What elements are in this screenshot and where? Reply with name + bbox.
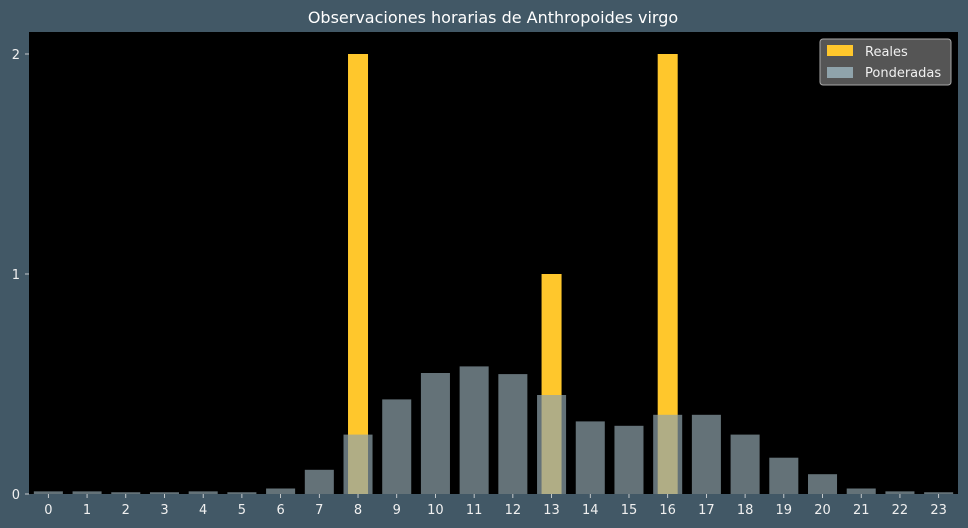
bar-ponderadas-1 [72,491,102,494]
x-tick-label: 9 [393,503,401,518]
legend-label-reales: Reales [865,45,908,60]
bar-ponderadas-19 [769,457,799,494]
x-tick-label: 2 [122,503,130,518]
x-tick-label: 14 [582,503,599,518]
bar-ponderadas-21 [846,488,876,494]
y-tick-label: 1 [12,268,20,283]
x-tick-label: 0 [44,503,52,518]
bar-ponderadas-11 [459,366,489,494]
bar-ponderadas-12 [498,374,528,494]
bar-reales-16 [657,54,678,494]
bar-ponderadas-15 [614,425,644,494]
x-tick-label: 7 [315,503,323,518]
y-axis: 0 1 2 [12,48,29,503]
plot-area [29,32,958,494]
x-tick-label: 1 [83,503,91,518]
chart-title: Observaciones horarias de Anthropoides v… [308,8,678,27]
bar-ponderadas-23 [924,492,954,494]
series-ponderadas [33,366,954,494]
bar-ponderadas-6 [266,488,296,494]
bar-ponderadas-22 [885,491,915,494]
x-tick-label: 20 [814,503,831,518]
bar-ponderadas-10 [420,373,450,494]
x-tick-label: 11 [466,503,483,518]
x-tick-label: 19 [776,503,793,518]
x-tick-label: 13 [543,503,560,518]
bar-ponderadas-9 [382,399,412,494]
bar-ponderadas-7 [304,469,334,494]
bar-ponderadas-20 [808,474,838,494]
x-tick-label: 5 [238,503,246,518]
legend-swatch-ponderadas [827,67,853,78]
x-tick-label: 21 [853,503,870,518]
x-tick-label: 10 [427,503,444,518]
bar-reales-8 [348,54,369,494]
bar-ponderadas-13 [537,395,567,494]
x-tick-label: 3 [160,503,168,518]
x-tick-label: 15 [621,503,638,518]
x-axis: 0 1 2 3 4 5 6 7 8 9 10 11 12 13 14 15 16 17 18 19 20 21 22 23 [44,494,947,518]
bar-ponderadas-16 [653,414,683,494]
x-tick-label: 4 [199,503,207,518]
y-tick-label: 0 [12,488,20,503]
bar-ponderadas-2 [111,492,141,494]
x-tick-label: 22 [892,503,909,518]
x-tick-label: 18 [737,503,754,518]
bar-ponderadas-5 [227,492,257,494]
x-tick-label: 6 [276,503,284,518]
bar-ponderadas-18 [730,434,760,494]
bar-ponderadas-0 [33,491,63,494]
legend-label-ponderadas: Ponderadas [865,66,941,81]
bar-ponderadas-3 [149,492,179,494]
x-tick-label: 8 [354,503,362,518]
x-tick-label: 23 [930,503,947,518]
legend-swatch-reales [827,45,853,56]
bar-ponderadas-8 [343,434,373,494]
bar-ponderadas-4 [188,491,218,494]
x-tick-label: 12 [505,503,522,518]
bar-ponderadas-14 [575,421,605,494]
x-tick-label: 17 [698,503,715,518]
y-tick-label: 2 [12,48,20,63]
bar-ponderadas-17 [691,414,721,494]
x-tick-label: 16 [659,503,676,518]
legend: Reales Ponderadas [819,38,952,86]
